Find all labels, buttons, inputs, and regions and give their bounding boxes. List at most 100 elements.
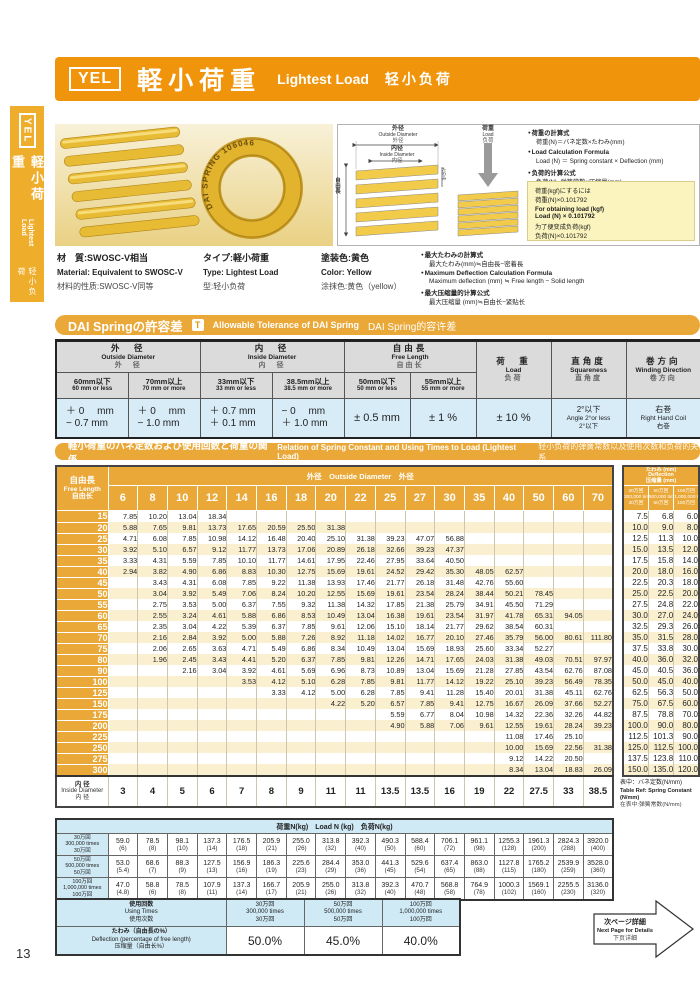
load-cell: 568.8 (58) <box>434 877 465 901</box>
label-line: (4.8) <box>116 888 130 896</box>
tolerance-title-en: Allowable Tolerance of DAI Spring <box>212 320 359 330</box>
table-row: 200 4.90 5.88 7.06 9.61 12.55 19.61 28.24 39.23 <box>55 719 613 732</box>
spring-constant-cell: 9.81 <box>166 522 198 533</box>
free-length-label: 150 <box>55 697 109 710</box>
label-line: (29) <box>325 866 337 874</box>
table-row: 20 5.88 7.65 9.81 13.73 17.65 20.59 25.50 31.38 <box>55 521 613 534</box>
inside-diameter-label: 内 径 Inside Diameter 内 径 <box>56 775 108 807</box>
spring-constant-cell: 4.71 <box>107 533 138 544</box>
spring-constant-cell: 39.23 <box>523 676 554 687</box>
spring-constant-cell <box>582 621 613 632</box>
spring-constant-cell: 8.04 <box>434 709 465 720</box>
spring-constant-cell: 4.61 <box>256 665 287 676</box>
table-row: 22.5 20.3 18.0 <box>622 577 699 588</box>
spring-constant-cell: 94.05 <box>553 610 584 621</box>
spring-constant-cell <box>582 610 613 621</box>
spring-constant-cell: 6.37 <box>285 654 316 665</box>
spring-constant-cell <box>107 676 138 687</box>
label-line: (21) <box>265 844 277 852</box>
spring-constant-cell: 6.86 <box>256 610 287 621</box>
spring-constant-cell: 31.38 <box>345 533 376 544</box>
deflection-cell: 12.5 <box>622 533 649 544</box>
spring-constant-cell: 11.18 <box>345 632 376 643</box>
spring-constant-cell: 3.53 <box>166 599 198 610</box>
spring-constant-cell: 5.88 <box>256 632 287 643</box>
spring-constant-cell: 26.18 <box>404 577 435 588</box>
spring-constant-cell: 9.81 <box>345 654 376 665</box>
spring-constant-cell: 14.12 <box>434 676 465 687</box>
label-line: (98) <box>473 844 485 852</box>
spring-constant-cell: 1.96 <box>137 654 168 665</box>
spring-constant-cell: 4.22 <box>315 698 346 709</box>
load-cell: 637.4 (65) <box>434 855 465 878</box>
label-line: 3136.0 <box>587 881 609 889</box>
label-line: (54) <box>414 866 426 874</box>
deflection-cell: 80.0 <box>673 720 699 731</box>
spring-constant-cell <box>345 709 376 720</box>
spring-constant-cell <box>137 698 168 709</box>
spring-constant-cell <box>137 687 168 698</box>
spring-constant-cell: 45.11 <box>553 687 584 698</box>
spring-constant-cell: 2.94 <box>107 566 138 577</box>
spring-photo-image: DAI SPRING 106046 <box>55 124 333 246</box>
table-row: 125.0 112.5 100.0 <box>622 742 699 753</box>
spring-constant-cell <box>107 731 138 742</box>
od-column-header: 8 <box>137 485 168 511</box>
od-column-header: 10 <box>166 485 198 511</box>
spring-constant-cell: 7.65 <box>137 522 168 533</box>
spring-constant-cell: 5.20 <box>345 698 376 709</box>
spring-constant-cell: 9.61 <box>315 621 346 632</box>
spring-constant-cell: 5.88 <box>107 522 138 533</box>
label-line: 47.0 <box>116 881 130 889</box>
spring-constant-cell <box>315 742 346 753</box>
spring-constant-cell: 56.88 <box>434 533 465 544</box>
next-page-ja: 次ページ詳細 <box>604 917 646 926</box>
spring-constant-cell: 13.04 <box>404 665 435 676</box>
load-cell: 490.3 (50) <box>374 833 406 856</box>
spring-constant-cell: 9.12 <box>196 544 227 555</box>
spring-constant-cell: 4.90 <box>166 566 198 577</box>
spring-constant-cell: 7.85 <box>404 698 435 709</box>
free-length-label: 300 <box>55 763 109 777</box>
max-deflection-zh: 最大压缩量的计算公式 最大压缩量 (mm)≒自由长−紧贴长 <box>421 287 700 306</box>
table-row: 50 3.04 3.92 5.49 7.06 8.24 10.20 12.55 15.69 19.… <box>55 587 613 600</box>
formula-ja: 荷重の計算式 荷重(N)＝バネ定数×たわみ(mm) <box>528 128 698 146</box>
load-cell: 59.0 (6) <box>107 833 139 856</box>
od-column-header: 70 <box>582 485 614 511</box>
spring-photo: DAI SPRING 106046 <box>55 124 333 246</box>
spring-constant-cell <box>137 665 168 676</box>
using-times-table: 使用回数 Using Times 使用次数 30万回 300,000 times 30万回… <box>55 898 461 956</box>
od-column-header: 35 <box>463 485 495 511</box>
spring-constant-cell <box>196 742 227 753</box>
deflection-cell: 101.3 <box>647 731 674 742</box>
spring-constant-cell: 31.48 <box>434 577 465 588</box>
spring-constant-cell: 4.90 <box>374 720 406 731</box>
spring-constant-cell: 3.92 <box>107 544 138 555</box>
load-cell: 205.9 (21) <box>285 877 317 901</box>
winding-header: 巻方向 Winding Direction 卷方向 <box>625 340 700 399</box>
spring-constant-cell: 14.61 <box>285 555 316 566</box>
spring-constant-cell <box>226 720 257 731</box>
label-line: 500,000 times <box>65 863 100 870</box>
label-line: 313.8 <box>322 837 340 845</box>
spring-constant-cell <box>434 522 465 533</box>
spring-constant-cell: 2.35 <box>137 621 168 632</box>
spring-constant-cell: 31.38 <box>523 687 554 698</box>
od-column-header: 50 <box>523 485 555 511</box>
table-row: 50万回 500,000 times 50万回 53.0 (5.4) 68.6 (7) 88.… <box>55 855 614 878</box>
spring-constant-cell: 19.61 <box>523 720 554 731</box>
spring-constant-cell: 22.36 <box>523 709 554 720</box>
dimension-diagram <box>343 141 519 237</box>
spring-constant-cell <box>553 544 584 555</box>
deflection-cell: 137.5 <box>622 753 649 764</box>
inside-diameter-value: 11 <box>315 775 346 807</box>
spring-constant-cell: 39.23 <box>404 544 435 555</box>
spring-constant-cell: 6.86 <box>196 566 227 577</box>
table-row: 45.0 40.5 36.0 <box>622 665 699 676</box>
label-line: 107.9 <box>203 881 221 889</box>
od-sub-1: 60mm以下 60 mm or less <box>55 372 129 399</box>
winding-tolerance: 右巻 Right Hand Coil 右巻 <box>625 398 700 439</box>
table-row: 100 3.53 4.12 5.10 6.28 7.85 9.81 11.77 14.12 19.… <box>55 675 613 688</box>
label-line: 68.6 <box>145 859 160 867</box>
spring-constant-cell: 10.98 <box>463 709 495 720</box>
